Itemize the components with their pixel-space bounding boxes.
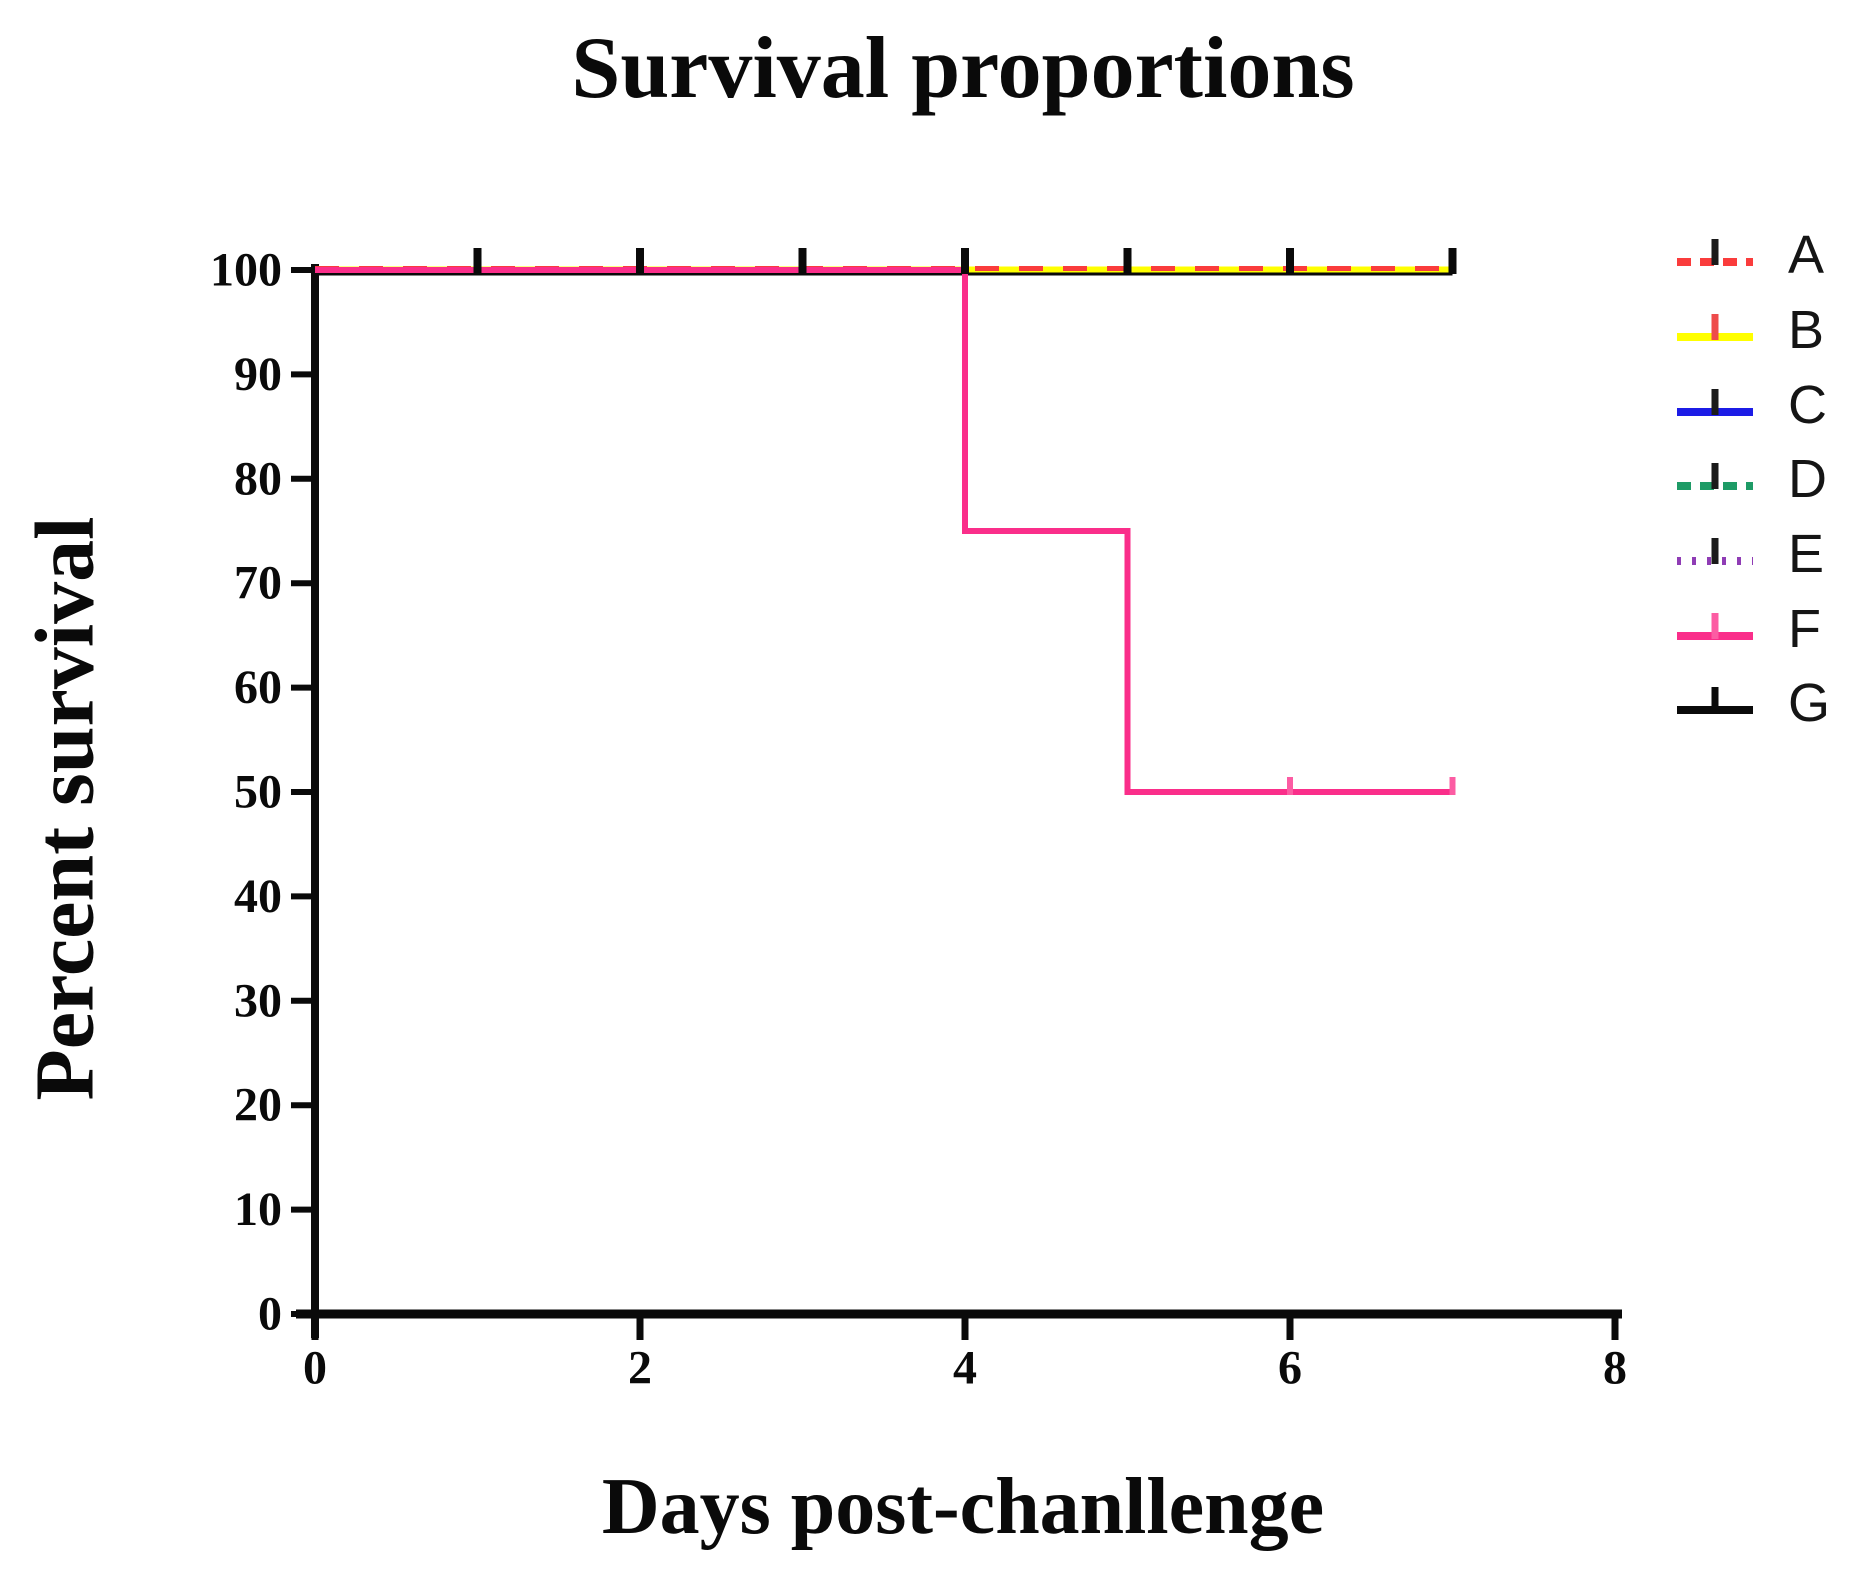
svg-text:60: 60: [234, 661, 282, 714]
legend-label-f: F: [1788, 598, 1821, 659]
svg-text:80: 80: [234, 452, 282, 505]
svg-text:70: 70: [234, 557, 282, 610]
legend-label-a: A: [1788, 225, 1825, 286]
svg-text:0: 0: [258, 1288, 282, 1341]
svg-text:6: 6: [1278, 1342, 1302, 1395]
svg-text:8: 8: [1603, 1342, 1627, 1395]
legend-item-b: B: [1676, 293, 1830, 368]
legend-label-b: B: [1788, 300, 1825, 361]
legend-line-c: [1677, 388, 1753, 416]
legend-line-f: [1677, 612, 1753, 640]
svg-text:2: 2: [628, 1342, 652, 1395]
legend-item-e: E: [1676, 517, 1830, 592]
legend-item-d: D: [1676, 442, 1830, 517]
legend-label-c: C: [1788, 374, 1827, 435]
svg-text:30: 30: [234, 974, 282, 1027]
svg-text:10: 10: [234, 1183, 282, 1236]
svg-text:90: 90: [234, 348, 282, 401]
legend-line-g: [1677, 687, 1753, 715]
legend-item-a: A: [1676, 218, 1830, 293]
svg-text:4: 4: [953, 1342, 977, 1395]
svg-text:40: 40: [234, 870, 282, 923]
legend-line-b: [1677, 314, 1753, 342]
legend-item-f: F: [1676, 591, 1830, 666]
legend: A B C D E F G: [1676, 218, 1830, 741]
legend-item-g: G: [1676, 666, 1830, 741]
chart-title: Survival proportions: [571, 20, 1355, 117]
legend-line-d: [1677, 463, 1753, 491]
legend-line-a: [1677, 239, 1753, 267]
svg-text:20: 20: [234, 1079, 282, 1132]
svg-text:100: 100: [210, 244, 282, 297]
legend-label-e: E: [1788, 524, 1825, 585]
svg-text:0: 0: [303, 1342, 327, 1395]
legend-item-c: C: [1676, 367, 1830, 442]
legend-line-e: [1677, 538, 1753, 566]
svg-text:50: 50: [234, 766, 282, 819]
x-axis-title: Days post-chanllenge: [601, 1463, 1325, 1551]
legend-label-g: G: [1788, 673, 1831, 734]
legend-label-d: D: [1788, 449, 1827, 510]
